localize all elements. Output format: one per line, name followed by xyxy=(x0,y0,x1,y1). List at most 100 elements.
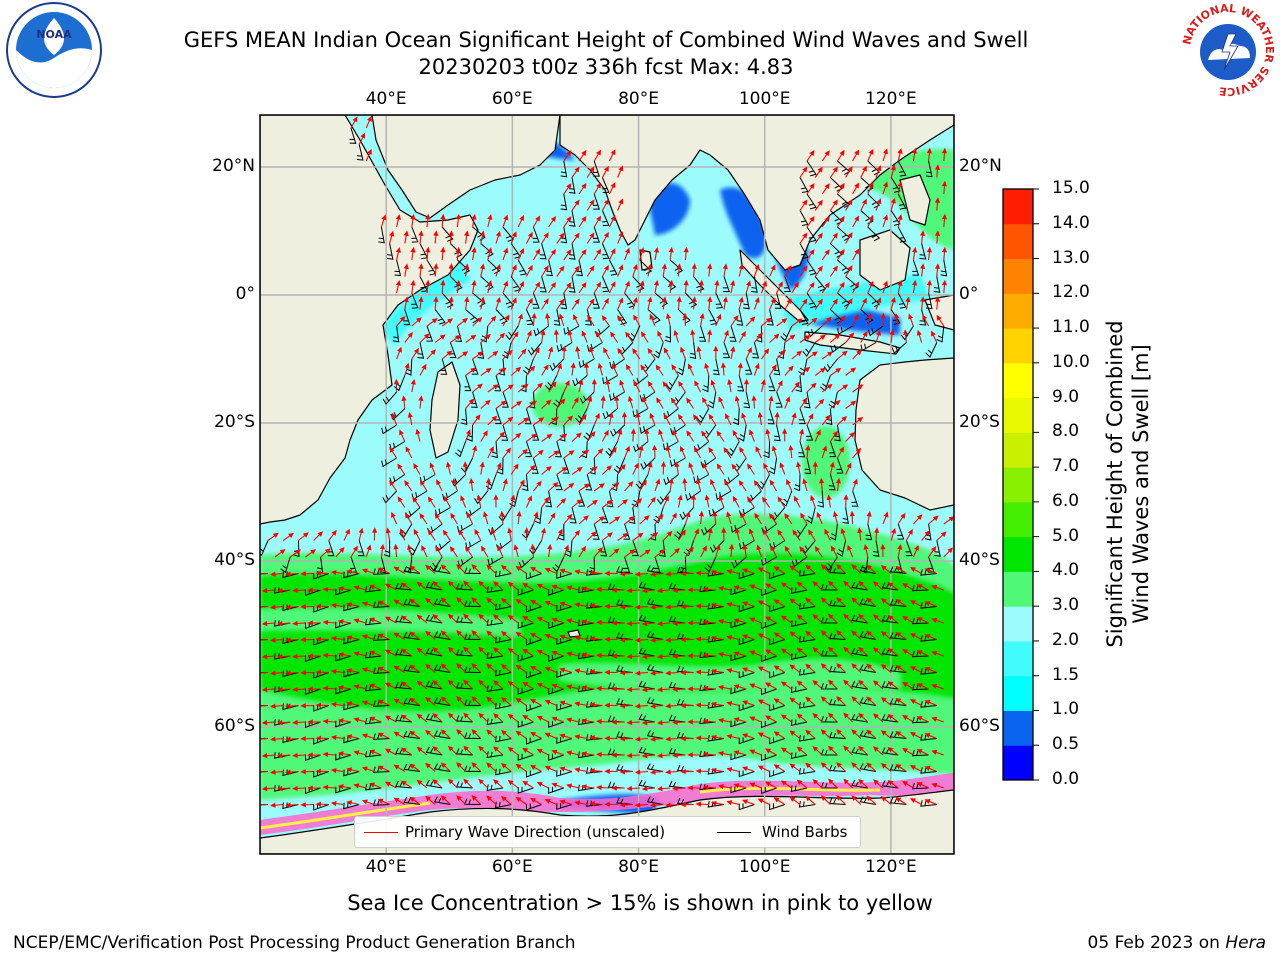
wave-arrow-head xyxy=(389,230,395,237)
wave-arrow-head xyxy=(485,367,492,374)
wave-arrow-head xyxy=(276,588,283,594)
wind-barb xyxy=(532,292,540,309)
wave-arrow-head xyxy=(551,716,558,722)
wind-barb xyxy=(760,622,777,630)
wind-barb xyxy=(364,618,382,626)
colorbar-bin-11 xyxy=(1003,362,1033,399)
wave-arrow-head xyxy=(412,496,418,503)
wave-arrow-head xyxy=(507,746,514,753)
wave-arrow-head xyxy=(285,802,291,808)
wind-barb xyxy=(940,259,948,277)
wave-arrow-head xyxy=(916,683,923,688)
wave-arrow-head xyxy=(924,799,931,804)
wind-barb xyxy=(372,766,390,773)
wave-arrow-head xyxy=(393,599,400,605)
wave-arrow-head xyxy=(596,586,602,593)
wave-arrow-head xyxy=(527,297,533,304)
wave-arrow-head xyxy=(589,702,595,708)
wind-barb xyxy=(487,556,504,566)
wave-arrow-head xyxy=(619,769,626,775)
wind-barb xyxy=(601,210,610,227)
wave-arrow-head xyxy=(395,214,401,220)
wave-arrow-head xyxy=(674,461,680,468)
wind-barb xyxy=(572,375,588,387)
wind-barb xyxy=(464,375,472,392)
wind-barb xyxy=(668,780,686,789)
wave-arrow-head xyxy=(816,511,822,518)
wave-arrow-head xyxy=(749,429,754,436)
colorbar-tick-12: 10.0 xyxy=(1052,351,1090,372)
wave-arrow-head xyxy=(395,247,401,253)
wind-barb xyxy=(429,556,443,572)
wave-arrow-head xyxy=(781,318,788,324)
wind-barb xyxy=(925,160,933,178)
wave-arrow-head xyxy=(730,280,736,286)
wind-barb xyxy=(623,556,631,573)
wave-arrow-head xyxy=(761,496,768,503)
wave-arrow-head xyxy=(403,263,409,270)
wave-arrow-head xyxy=(802,397,808,404)
wave-arrow-head xyxy=(773,333,780,340)
wind-barb xyxy=(836,457,844,474)
wave-arrow-head xyxy=(544,666,551,672)
wave-arrow-head xyxy=(603,347,609,354)
wave-arrow-head xyxy=(820,762,827,768)
wave-arrow-head xyxy=(641,753,648,759)
wind-barb xyxy=(616,764,633,772)
wave-arrow-head xyxy=(515,366,522,373)
wind-barb xyxy=(769,572,785,580)
wind-barb xyxy=(817,490,824,508)
wave-arrow-head xyxy=(907,528,913,535)
wind-barb xyxy=(433,763,451,772)
wave-arrow-head xyxy=(691,494,697,500)
wind-barb xyxy=(774,424,781,442)
wave-arrow-head xyxy=(796,318,803,324)
wave-arrow-head xyxy=(765,428,771,435)
wave-arrow-head xyxy=(716,463,722,470)
wave-arrow-head xyxy=(753,480,760,487)
wave-arrow-head xyxy=(330,569,337,576)
wave-arrow-head xyxy=(824,216,830,223)
wave-arrow-head xyxy=(854,281,860,288)
wave-arrow-head xyxy=(687,653,693,659)
wave-arrow-head xyxy=(505,447,512,454)
wind-barb xyxy=(781,490,793,507)
wind-barb xyxy=(689,342,697,360)
wave-arrow-head xyxy=(425,663,431,670)
chart-title: GEFS MEAN Indian Ocean Significant Heigh… xyxy=(183,28,1029,52)
wave-arrow-head xyxy=(603,297,609,304)
wave-arrow-head xyxy=(495,296,501,303)
wave-arrow-head xyxy=(805,663,812,670)
wave-arrow-head xyxy=(337,685,344,691)
wave-arrow-head xyxy=(432,614,439,620)
wave-arrow-head xyxy=(728,543,735,550)
wind-barb xyxy=(638,713,656,723)
wave-arrow-head xyxy=(462,461,468,467)
wave-arrow-head xyxy=(640,364,646,371)
wind-barb xyxy=(343,736,360,744)
wave-arrow-head xyxy=(773,599,780,605)
wave-arrow-head xyxy=(285,670,291,676)
wind-barb xyxy=(889,632,907,640)
wave-arrow-head xyxy=(315,669,322,675)
wind-barb xyxy=(859,565,877,574)
wave-arrow-head xyxy=(574,668,581,674)
wave-arrow-head xyxy=(854,248,860,255)
wave-arrow-head xyxy=(741,601,748,607)
colorbar-bin-15 xyxy=(1003,223,1033,260)
colorbar-tick-13: 11.0 xyxy=(1052,317,1090,338)
wind-barb xyxy=(881,615,899,624)
wind-barb xyxy=(702,375,710,393)
wave-arrow-head xyxy=(665,670,671,676)
wave-arrow-head xyxy=(777,281,783,288)
wave-arrow-head xyxy=(409,697,416,703)
wave-direction-legend-label: Primary Wave Direction (unscaled) xyxy=(405,823,666,841)
wave-arrow-head xyxy=(809,282,815,289)
wind-barb xyxy=(425,746,443,756)
wind-barb xyxy=(851,581,868,591)
wave-arrow-head xyxy=(515,432,522,439)
wave-arrow-head xyxy=(710,602,717,608)
wave-arrow-head xyxy=(407,332,413,338)
wind-barb xyxy=(441,292,454,308)
colorbar-label-line1: Significant Height of Combined xyxy=(1103,320,1127,648)
